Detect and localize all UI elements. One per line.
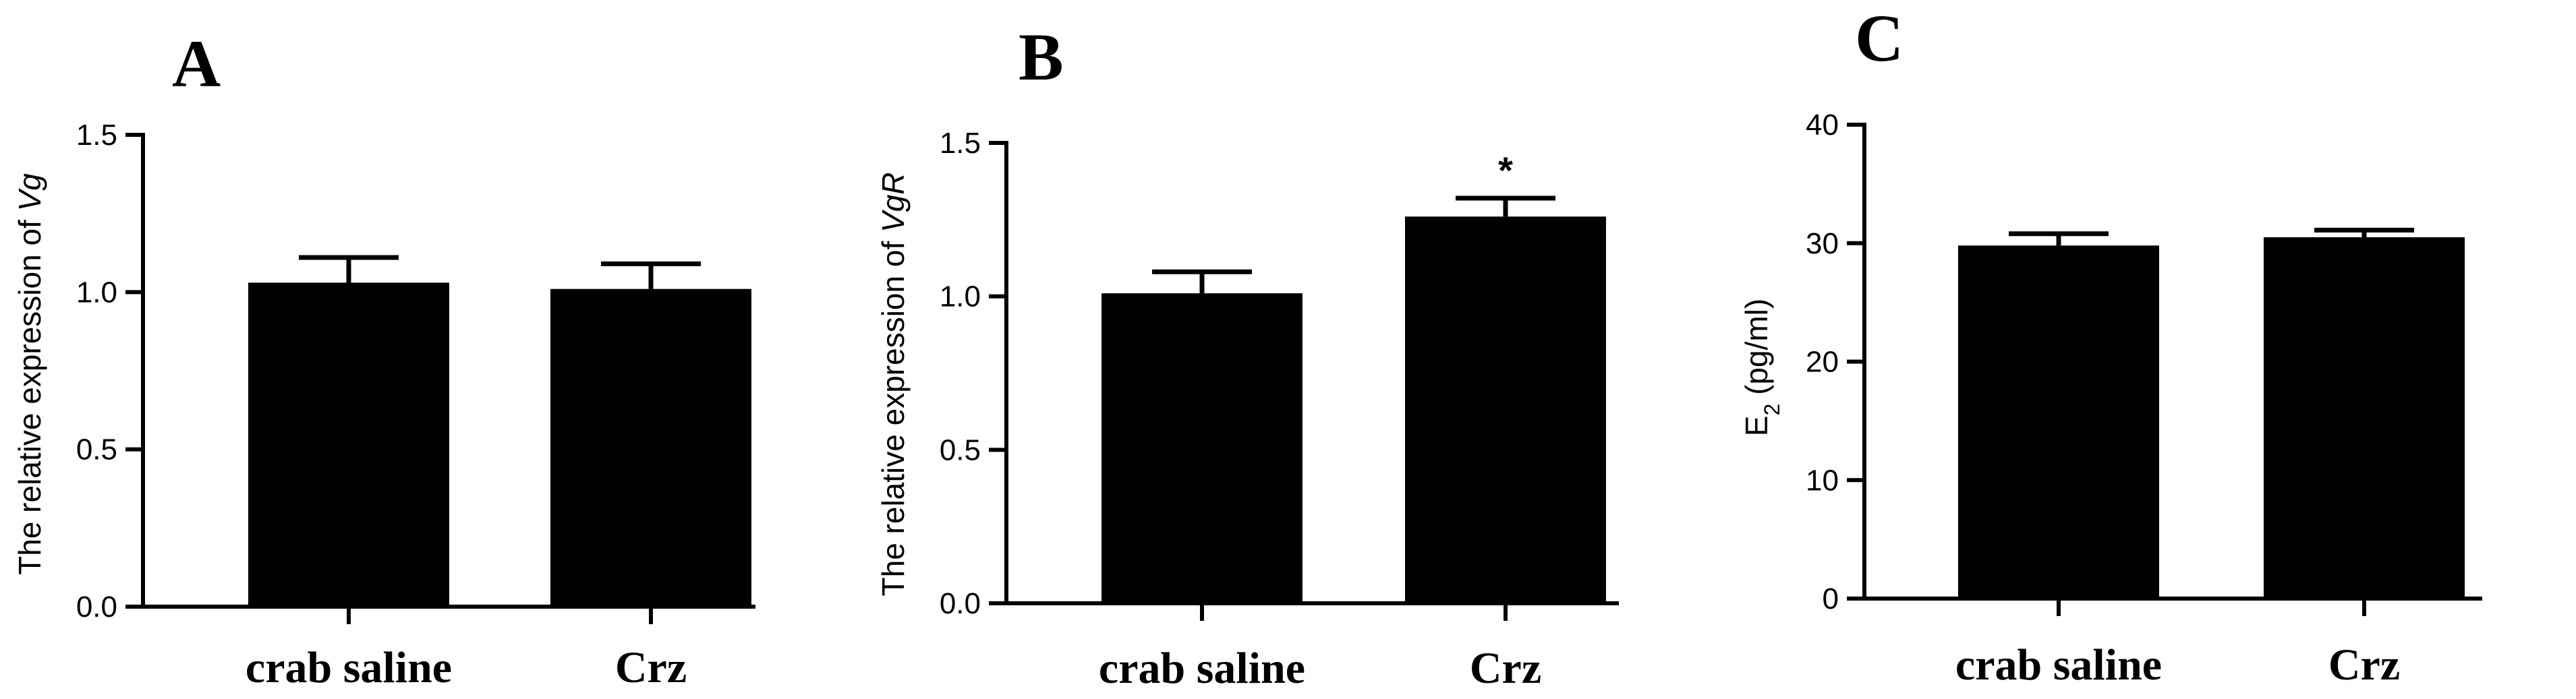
panel-c-category-label: Crz [2328,640,2400,690]
panel-a-y-axis-title-prefix: The relative expression of [12,211,47,575]
panel-b-y-tick-label: 0.0 [940,587,981,620]
panel-a-y-axis-title: The relative expression of Vg [12,173,47,575]
panel-a-bars [248,255,751,607]
panel-b: B The relative expression of VgR 0.0 0.5 1… [876,20,1619,693]
panel-c-bar [2264,237,2465,599]
panel-c-y-ticks: 0 10 20 30 40 [1806,109,1864,615]
panel-b-y-axis-title-gene: VgR [876,173,911,233]
panel-c-axes [1862,123,2482,601]
panel-c-y-tick-label: 40 [1806,109,1839,142]
panel-c-letter: C [1855,1,1904,75]
panel-c-bar [1958,245,2159,599]
panel-b-letter: B [1019,20,1064,94]
panel-a-y-tick-label: 1.5 [76,119,117,152]
panel-a-category-label: Crz [615,643,687,692]
panel-c-bars [1958,227,2465,599]
panel-c-y-axis-title-rest: (pg/ml) [1739,299,1774,404]
panel-c-y-axis-title-base: E [1739,416,1774,437]
panel-b-significance-mark: * [1498,149,1513,191]
panel-b-y-tick-label: 1.0 [940,280,981,313]
panel-c: C E2 (pg/ml) 0 10 20 30 40 crab saline Crz [1739,1,2482,690]
panel-c-category-label: crab saline [1955,640,2162,690]
panel-b-bar [1101,293,1303,603]
panel-a-categories: crab saline Crz [246,607,687,692]
panel-b-y-tick-label: 0.5 [940,433,981,466]
panel-c-y-tick-label: 20 [1806,346,1839,379]
panel-a-y-tick-label: 0.0 [76,590,117,624]
panel-a-y-tick-label: 1.0 [76,276,117,309]
panel-c-y-tick-label: 10 [1806,464,1839,497]
panel-a: A The relative expression of Vg 0.0 0.5 1.… [12,26,755,692]
panel-a-y-tick-label: 0.5 [76,433,117,466]
panel-b-category-label: Crz [1470,644,1541,693]
panel-b-y-axis-title: The relative expression of VgR [876,173,911,597]
panel-b-category-label: crab saline [1099,644,1305,693]
panel-b-bar [1405,216,1606,603]
panel-c-y-axis-title-sub: 2 [1760,404,1784,416]
panel-b-y-ticks: 0.0 0.5 1.0 1.5 [940,127,1006,620]
panel-a-letter: A [172,26,221,101]
panel-a-y-axis-title-gene: Vg [12,173,47,212]
panel-b-categories: crab saline Crz [1099,603,1541,693]
panel-a-bar [248,282,449,607]
panel-a-bar [550,288,751,607]
panel-b-y-tick-label: 1.5 [940,127,981,160]
panel-a-axes [141,133,755,609]
panel-a-y-ticks: 0.0 0.5 1.0 1.5 [76,119,143,624]
panel-c-y-tick-label: 30 [1806,227,1839,260]
panel-a-category-label: crab saline [246,643,452,692]
panel-c-categories: crab saline Crz [1955,599,2400,690]
panel-b-y-axis-title-prefix: The relative expression of [876,233,911,597]
panel-c-y-axis-title: E2 (pg/ml) [1739,299,1784,436]
panel-b-axes [1004,141,1619,605]
panel-b-bars: * [1101,149,1606,603]
panel-c-y-tick-label: 0 [1823,582,1839,615]
